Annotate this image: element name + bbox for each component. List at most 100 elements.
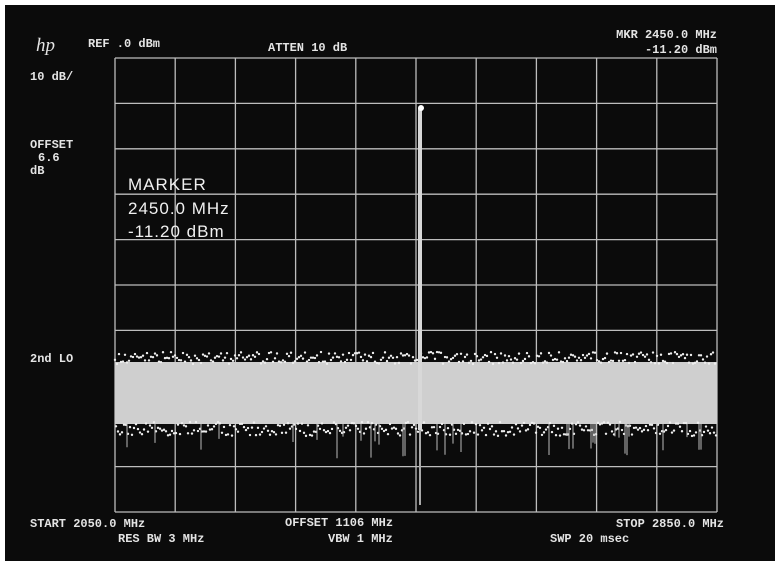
noise-dot xyxy=(534,431,538,434)
video-bandwidth: VBW 1 MHz xyxy=(328,532,393,546)
noise-dot xyxy=(515,358,519,361)
noise-dot xyxy=(595,358,599,362)
noise-dot xyxy=(388,422,392,426)
noise-dot xyxy=(136,427,140,431)
noise-dot xyxy=(262,427,266,430)
noise-dot xyxy=(294,427,298,431)
noise-dot xyxy=(145,351,149,355)
noise-dot xyxy=(433,357,437,361)
noise-dot xyxy=(187,355,191,359)
noise-dot xyxy=(188,420,192,424)
noise-dot xyxy=(391,356,395,360)
noise-dot xyxy=(557,351,561,354)
noise-dot xyxy=(574,423,578,426)
noise-dot xyxy=(234,428,238,431)
noise-dot xyxy=(289,351,293,354)
noise-dot xyxy=(337,356,341,359)
noise-dot xyxy=(277,360,281,363)
noise-dot xyxy=(527,355,531,358)
noise-dot xyxy=(122,423,126,426)
noise-dot xyxy=(350,421,354,425)
noise-dot xyxy=(482,426,486,429)
noise-dot xyxy=(259,362,263,365)
noise-dot xyxy=(430,426,434,429)
noise-dot xyxy=(509,358,513,361)
noise-dot xyxy=(488,427,492,431)
noise-dot xyxy=(322,429,326,432)
noise-dot xyxy=(636,428,640,431)
noise-dot xyxy=(210,428,214,431)
noise-dot xyxy=(361,359,365,362)
noise-dot xyxy=(164,430,168,433)
noise-dot xyxy=(439,351,443,355)
noise-dot xyxy=(438,425,442,429)
noise-dot xyxy=(714,434,718,437)
noise-dot xyxy=(665,361,669,365)
noise-dot xyxy=(640,430,644,433)
noise-dot xyxy=(212,425,216,428)
noise-dot xyxy=(366,421,370,424)
noise-dot xyxy=(694,431,698,434)
noise-dot xyxy=(128,425,132,429)
noise-dot xyxy=(463,355,467,359)
noise-dot xyxy=(121,360,125,363)
noise-dot xyxy=(510,426,514,429)
noise-dot xyxy=(299,354,303,358)
noise-dot xyxy=(623,358,627,362)
noise-dot xyxy=(519,361,523,365)
noise-dot xyxy=(399,352,403,355)
noise-dot xyxy=(579,358,583,362)
noise-dot xyxy=(327,352,331,355)
noise-dot xyxy=(677,355,681,359)
noise-dot xyxy=(404,421,408,425)
marker-level: -11.20 dBm xyxy=(645,43,717,57)
noise-dot xyxy=(309,356,313,359)
noise-dot xyxy=(544,428,548,431)
noise-dot xyxy=(170,429,174,433)
noise-dot xyxy=(689,353,693,357)
noise-dot xyxy=(280,431,284,435)
noise-dot xyxy=(362,432,366,435)
noise-dot xyxy=(495,356,499,359)
noise-dot xyxy=(147,359,151,362)
noise-dot xyxy=(270,429,274,433)
noise-dot xyxy=(676,422,680,425)
noise-dot xyxy=(117,352,121,356)
noise-dot xyxy=(354,424,358,428)
noise-dot xyxy=(266,429,270,432)
noise-dot xyxy=(692,434,696,437)
noise-dot xyxy=(477,359,481,362)
noise-dot xyxy=(119,360,123,364)
noise-dot xyxy=(703,361,707,364)
noise-dot xyxy=(629,354,633,357)
noise-dot xyxy=(431,352,435,355)
noise-dot xyxy=(407,354,411,357)
noise-dot xyxy=(206,424,210,427)
noise-dot xyxy=(484,433,488,437)
noise-dot xyxy=(652,427,656,430)
noise-dot xyxy=(562,433,566,436)
noise-dot xyxy=(184,425,188,428)
offset-label: OFFSET xyxy=(30,138,73,152)
noise-dot xyxy=(679,354,683,357)
noise-dot xyxy=(209,359,213,362)
noise-dot xyxy=(565,359,569,363)
noise-dot xyxy=(576,421,580,424)
noise-dot xyxy=(167,357,171,360)
noise-dot xyxy=(351,353,355,357)
noise-dot xyxy=(479,358,483,361)
noise-dot xyxy=(466,432,470,436)
noise-dot xyxy=(363,353,367,356)
noise-dot xyxy=(218,422,222,425)
noise-dot xyxy=(468,430,472,433)
noise-dot xyxy=(602,421,606,424)
noise-dot xyxy=(634,426,638,429)
noise-dot xyxy=(382,429,386,433)
noise-dot xyxy=(386,432,390,436)
noise-dot xyxy=(641,353,645,357)
noise-dot xyxy=(283,360,287,364)
noise-dot xyxy=(499,352,503,355)
noise-dot xyxy=(687,361,691,364)
noise-dot xyxy=(559,360,563,363)
noise-dot xyxy=(639,351,643,354)
